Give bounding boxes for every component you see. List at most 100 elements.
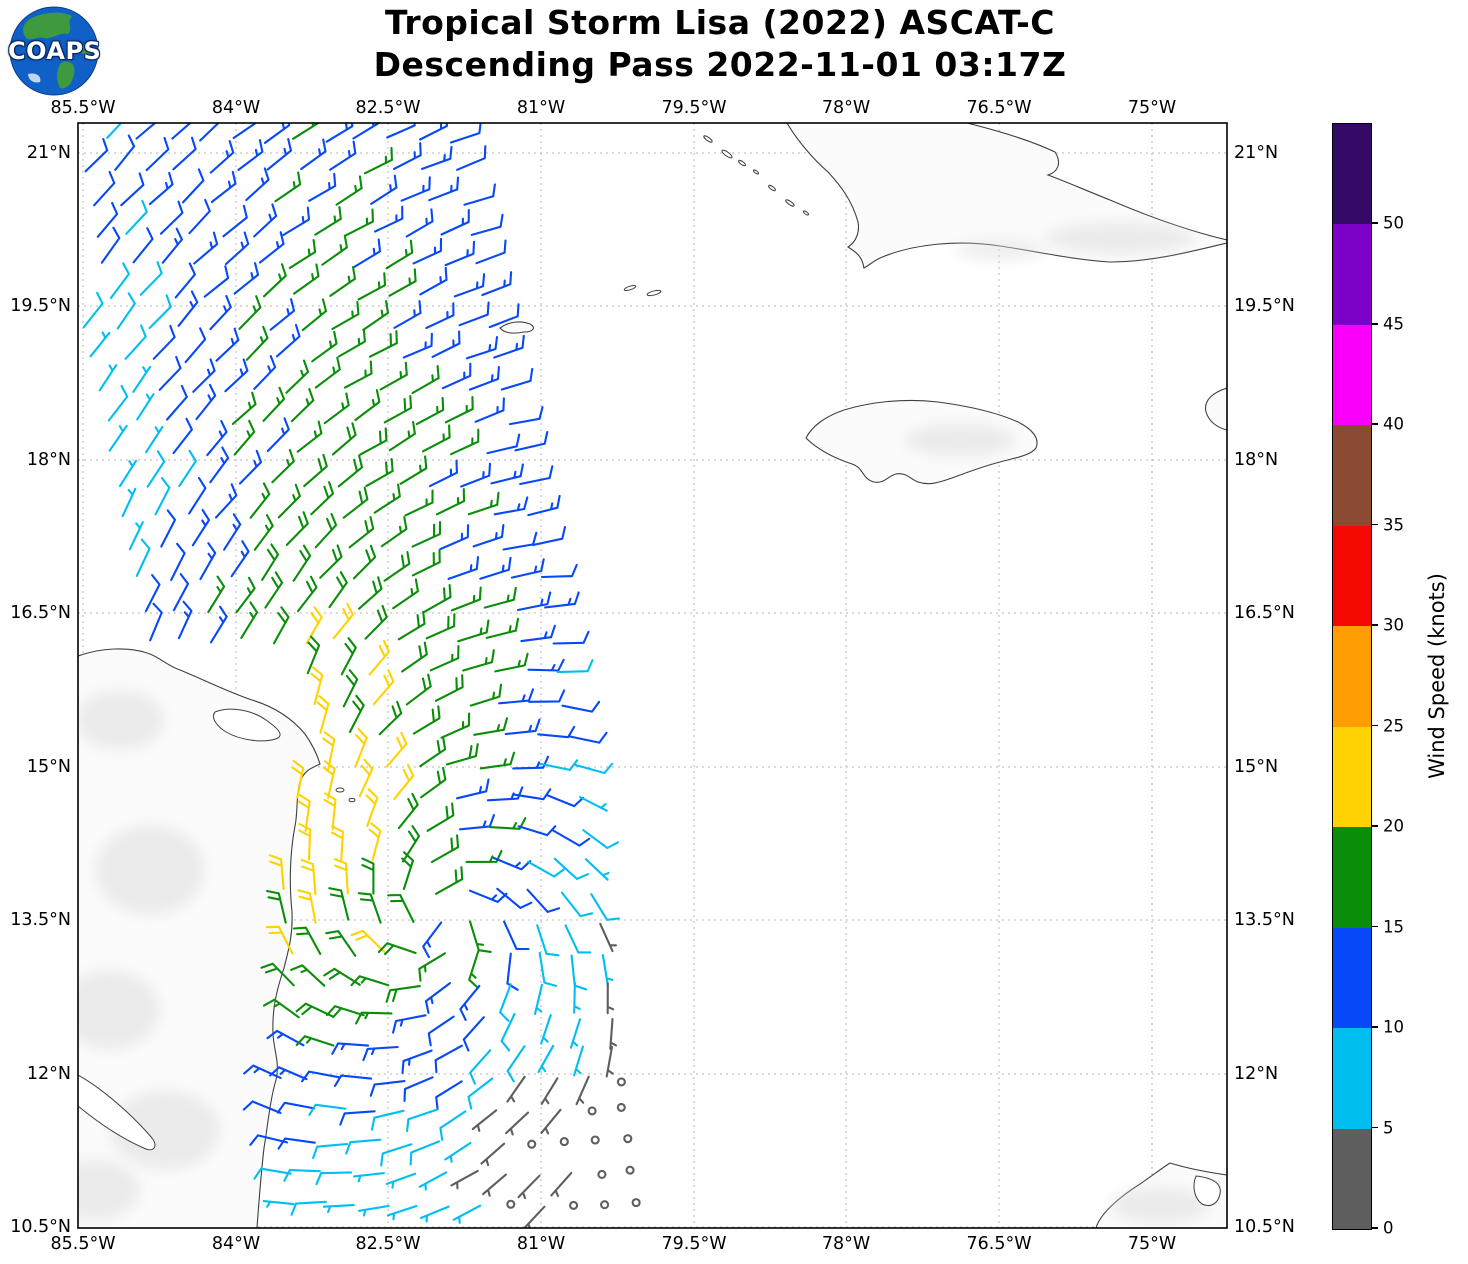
wind-barb [412, 237, 443, 265]
colorbar-tick-label: 25 [1383, 716, 1404, 736]
wind-barb [526, 888, 561, 913]
wind-barb [232, 123, 258, 140]
wind-barb [385, 731, 408, 768]
wind-barb [575, 1075, 590, 1106]
wind-barb [486, 433, 521, 455]
wind-barb [379, 361, 408, 391]
cay-island [802, 210, 810, 216]
colorbar-tick-label: 50 [1383, 213, 1404, 233]
wind-barb [262, 1200, 295, 1208]
wind-barb [290, 388, 315, 423]
calm-wind-marker [616, 1102, 626, 1112]
lon-tick-label-bottom: 79.5°W [661, 1234, 727, 1254]
wind-barb [253, 203, 278, 238]
wind-barb [296, 575, 318, 613]
chart-title-block: Tropical Storm Lisa (2022) ASCAT-C Desce… [110, 2, 1330, 86]
wind-barb [290, 1200, 327, 1216]
wind-barb [214, 483, 238, 519]
wind-barb [531, 525, 567, 547]
wind-barb [337, 454, 364, 488]
wind-barb [460, 462, 492, 488]
wind-barb [418, 952, 447, 982]
wind-barb [429, 645, 460, 672]
wind-barb [439, 524, 470, 551]
wind-barb [118, 459, 138, 488]
wind-barb [439, 1110, 467, 1141]
wind-barb [172, 417, 193, 455]
wind-barb [325, 1005, 365, 1019]
wind-barb [331, 1042, 370, 1055]
colorbar-tick [1371, 1026, 1378, 1028]
wind-barb [428, 459, 458, 488]
wind-barb [372, 669, 395, 706]
colorbar-segment-45-50 [1333, 224, 1371, 325]
wind-barb [458, 301, 490, 327]
wind-barb [357, 892, 382, 924]
wind-barb [297, 889, 317, 924]
wind-barb [209, 605, 228, 644]
wind-barb [435, 1080, 463, 1111]
lon-tick-label-top: 78°W [821, 98, 871, 118]
wind-barb [184, 327, 207, 364]
wind-barb [560, 891, 594, 918]
wind-barb [569, 1018, 582, 1049]
terrain-shading [1045, 222, 1195, 254]
wind-barb [361, 857, 375, 895]
wind-barb [383, 550, 411, 582]
wind-barb [523, 1205, 546, 1228]
lon-tick-label-top: 81°W [516, 98, 566, 118]
wind-barb [293, 263, 320, 295]
lon-tick-label-top: 75°W [1127, 98, 1177, 118]
wind-barb [463, 183, 496, 206]
wind-barb [321, 234, 348, 266]
wind-barb [114, 134, 136, 171]
wind-barb [400, 176, 431, 202]
colorbar-segment-10-15 [1333, 927, 1371, 1029]
wind-barb [573, 981, 581, 1014]
cay-island [752, 169, 760, 175]
colorbar-tick [1371, 724, 1378, 727]
wind-barb [106, 123, 123, 139]
wind-barb [483, 586, 517, 609]
wind-barb [174, 262, 196, 299]
wind-barb [435, 488, 466, 516]
wind-barb [345, 208, 374, 237]
wind-barb [447, 556, 480, 580]
wind-barb [387, 893, 415, 923]
wind-barb [345, 1138, 382, 1155]
wind-barb-field [82, 123, 641, 1228]
wind-barb [148, 294, 172, 330]
wind-barb [109, 262, 130, 300]
wind-barb [401, 1049, 433, 1075]
wind-barb [181, 168, 205, 204]
wind-barb [357, 272, 387, 301]
wind-barb [368, 330, 398, 358]
wind-barb [199, 542, 217, 581]
wind-barb [392, 142, 422, 170]
wind-barb [116, 292, 136, 330]
wind-barb [292, 926, 322, 956]
wind-barb [195, 383, 217, 421]
wind-barb [298, 822, 312, 861]
lon-tick-label-bottom: 76.5°W [966, 1234, 1032, 1254]
wind-barb [188, 198, 211, 235]
colorbar-tick [1371, 825, 1378, 827]
wind-barb [144, 574, 161, 613]
wind-barb [517, 825, 557, 837]
colorbar-title: Wind Speed (knots) [1425, 572, 1449, 779]
lon-tick-label-bottom: 78°W [821, 1234, 871, 1254]
wind-barb [135, 123, 157, 140]
calm-wind-marker [600, 1200, 610, 1210]
wind-barb [369, 1080, 406, 1097]
calm-wind-marker [625, 1165, 635, 1175]
wind-barb [238, 449, 263, 485]
wind-barb [377, 942, 417, 956]
wind-barb [277, 483, 301, 519]
wind-barb [269, 1066, 308, 1081]
wind-barb [450, 1169, 479, 1190]
wind-barb [480, 1142, 506, 1167]
wind-barb [358, 427, 388, 456]
wind-barb [314, 512, 338, 549]
wind-barb [171, 123, 192, 140]
wind-barb [350, 975, 390, 987]
